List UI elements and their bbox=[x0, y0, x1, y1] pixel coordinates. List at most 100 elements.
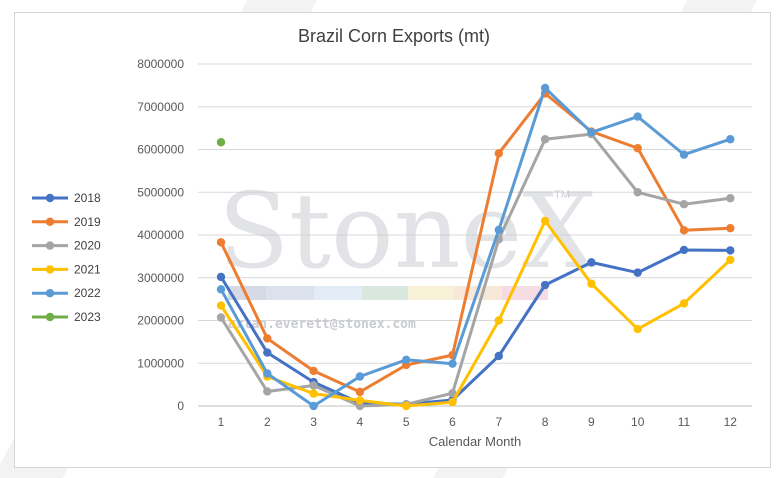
x-axis-ticks: 1 2 3 4 5 6 7 8 9 10 11 12 bbox=[218, 415, 738, 429]
y-tick-label: 3000000 bbox=[137, 271, 184, 285]
data-point bbox=[494, 225, 503, 235]
legend-swatch-marker bbox=[45, 241, 55, 250]
y-axis-ticks: 0 1000000 2000000 3000000 4000000 5000000 6000… bbox=[137, 57, 184, 413]
watermark-email: arlan.everett@stonex.com bbox=[228, 317, 416, 332]
series-2023 bbox=[216, 138, 226, 147]
legend-swatch-marker bbox=[45, 217, 55, 226]
data-point bbox=[494, 316, 503, 325]
series-line-2021 bbox=[219, 219, 732, 408]
legend-item-2019: 2019 bbox=[32, 215, 101, 229]
data-point bbox=[263, 387, 272, 396]
watermark: StoneX TM arlan.everett@stonex.com bbox=[218, 170, 596, 332]
legend-swatch-marker bbox=[45, 193, 55, 203]
x-tick-label: 8 bbox=[542, 415, 549, 429]
legend-item-2022: 2022 bbox=[32, 286, 101, 300]
data-point bbox=[494, 149, 503, 158]
data-point bbox=[263, 334, 272, 343]
data-point bbox=[726, 223, 735, 233]
y-tick-label: 7000000 bbox=[137, 100, 184, 114]
data-point bbox=[726, 194, 735, 203]
y-tick-label: 2000000 bbox=[137, 314, 184, 328]
data-point bbox=[263, 348, 272, 357]
watermark-tm: TM bbox=[554, 189, 570, 201]
y-tick-label: 1000000 bbox=[137, 356, 184, 370]
data-point bbox=[355, 396, 365, 405]
data-point bbox=[540, 280, 550, 290]
data-point bbox=[402, 401, 411, 411]
data-point bbox=[726, 255, 735, 264]
data-point bbox=[355, 372, 365, 381]
data-point bbox=[679, 245, 689, 255]
y-tick-label: 8000000 bbox=[137, 57, 184, 71]
legend-swatch-marker bbox=[45, 289, 55, 298]
data-point bbox=[679, 150, 689, 159]
x-tick-label: 11 bbox=[678, 415, 691, 429]
data-point bbox=[216, 301, 226, 310]
data-point bbox=[309, 389, 318, 398]
x-tick-label: 3 bbox=[310, 415, 317, 429]
data-point bbox=[540, 216, 550, 226]
data-point bbox=[726, 246, 735, 255]
chart-title: Brazil Corn Exports (mt) bbox=[298, 26, 490, 46]
data-point bbox=[633, 188, 642, 197]
legend-label: 2021 bbox=[74, 262, 101, 276]
data-point bbox=[587, 258, 596, 267]
data-point bbox=[216, 138, 226, 147]
legend-item-2018: 2018 bbox=[32, 191, 101, 205]
data-point bbox=[355, 387, 365, 397]
series-line-2019 bbox=[219, 92, 732, 394]
x-tick-label: 9 bbox=[588, 415, 595, 429]
legend-swatch-marker bbox=[45, 265, 55, 274]
data-point bbox=[633, 112, 642, 121]
x-tick-label: 2 bbox=[264, 415, 271, 429]
data-point bbox=[216, 272, 226, 282]
legend-item-2020: 2020 bbox=[32, 239, 101, 253]
data-point bbox=[633, 144, 642, 153]
data-point bbox=[216, 285, 226, 294]
data-point bbox=[679, 200, 689, 209]
series-line-2022 bbox=[219, 86, 732, 408]
data-point bbox=[402, 355, 411, 365]
legend-swatch-marker bbox=[45, 312, 55, 322]
series-line-2018 bbox=[219, 248, 732, 406]
y-tick-label: 5000000 bbox=[137, 185, 184, 199]
x-tick-label: 4 bbox=[357, 415, 364, 429]
legend-label: 2023 bbox=[74, 310, 101, 324]
data-point bbox=[216, 238, 226, 247]
data-point bbox=[679, 226, 689, 235]
x-tick-label: 6 bbox=[449, 415, 456, 429]
y-tick-label: 4000000 bbox=[137, 228, 184, 242]
data-point bbox=[216, 313, 226, 322]
data-point bbox=[448, 359, 457, 368]
data-point bbox=[494, 351, 503, 361]
legend-label: 2018 bbox=[74, 191, 101, 205]
watermark-brand: StoneX bbox=[218, 170, 596, 292]
data-point bbox=[448, 397, 457, 407]
data-point bbox=[726, 135, 735, 144]
data-point bbox=[540, 135, 550, 144]
x-tick-label: 1 bbox=[218, 415, 225, 429]
series-2022 bbox=[216, 83, 735, 411]
data-point bbox=[448, 388, 457, 398]
x-tick-label: 5 bbox=[403, 415, 410, 429]
legend-item-2021: 2021 bbox=[32, 262, 101, 276]
gridlines bbox=[198, 63, 752, 364]
data-point bbox=[309, 366, 318, 376]
chart-frame bbox=[14, 12, 771, 468]
data-point bbox=[679, 299, 689, 308]
legend-label: 2019 bbox=[74, 215, 101, 229]
legend: 2018 2019 2020 2021 2022 2023 bbox=[32, 191, 101, 324]
data-point bbox=[587, 279, 596, 288]
data-point bbox=[633, 268, 642, 277]
data-point bbox=[263, 369, 272, 378]
legend-item-2023: 2023 bbox=[32, 310, 101, 324]
x-tick-label: 10 bbox=[631, 415, 645, 429]
data-point bbox=[309, 381, 318, 390]
series-line-2020 bbox=[219, 132, 732, 408]
x-tick-label: 12 bbox=[724, 415, 738, 429]
data-point bbox=[633, 324, 642, 334]
data-point bbox=[587, 128, 596, 137]
y-tick-label: 0 bbox=[177, 399, 184, 413]
legend-label: 2020 bbox=[74, 239, 101, 253]
